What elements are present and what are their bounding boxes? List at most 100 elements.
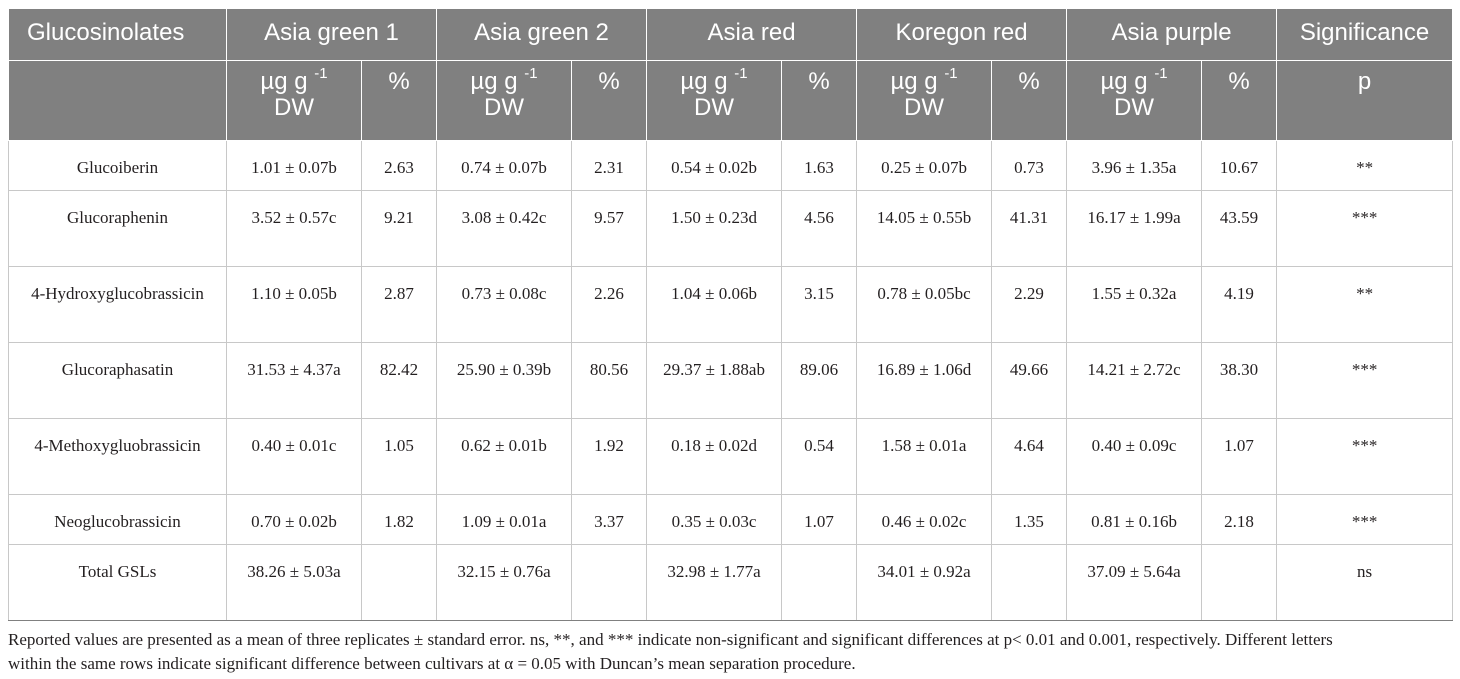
percent-cell: 4.56 bbox=[781, 190, 858, 267]
header-cultivar-1: Asia green 1 bbox=[225, 8, 438, 61]
value-cell: 38.26 ± 5.03a bbox=[226, 544, 362, 621]
percent-cell: 3.37 bbox=[571, 494, 648, 545]
significance-cell: *** bbox=[1276, 494, 1454, 545]
percent-cell: 2.18 bbox=[1201, 494, 1278, 545]
percent-cell: 41.31 bbox=[991, 190, 1068, 267]
header-percent: % bbox=[1201, 60, 1278, 141]
percent-cell: 9.21 bbox=[360, 190, 438, 267]
value-cell: 3.08 ± 0.42c bbox=[436, 190, 573, 267]
unit-tail: DW bbox=[1114, 94, 1155, 121]
table-container: Glucosinolates Asia green 1 Asia green 2… bbox=[8, 8, 1454, 673]
header-unit: µg g -1 DW bbox=[436, 60, 573, 141]
percent-cell: 4.64 bbox=[991, 418, 1068, 495]
header-unit: µg g -1 DW bbox=[646, 60, 783, 141]
unit-tail: DW bbox=[904, 94, 945, 121]
percent-cell bbox=[991, 544, 1068, 621]
value-cell: 0.40 ± 0.01c bbox=[226, 418, 362, 495]
header-percent: % bbox=[991, 60, 1068, 141]
value-cell: 0.35 ± 0.03c bbox=[646, 494, 783, 545]
value-cell: 32.98 ± 1.77a bbox=[646, 544, 783, 621]
header-glucosinolates: Glucosinolates bbox=[8, 8, 227, 61]
percent-cell: 0.54 bbox=[781, 418, 858, 495]
footnote-line-2: within the same rows indicate significan… bbox=[8, 654, 856, 673]
unit-exponent: -1 bbox=[944, 65, 958, 82]
value-cell: 3.52 ± 0.57c bbox=[226, 190, 362, 267]
value-cell: 32.15 ± 0.76a bbox=[436, 544, 573, 621]
header-cultivar-2: Asia green 2 bbox=[436, 8, 648, 61]
percent-cell: 80.56 bbox=[571, 342, 648, 419]
header-unit: µg g -1 DW bbox=[1066, 60, 1203, 141]
row-label: Neoglucobrassicin bbox=[8, 494, 227, 545]
significance-cell: *** bbox=[1276, 418, 1454, 495]
value-cell: 1.50 ± 0.23d bbox=[646, 190, 783, 267]
value-cell: 0.46 ± 0.02c bbox=[856, 494, 993, 545]
percent-cell bbox=[360, 544, 438, 621]
header-significance: Significance bbox=[1276, 8, 1454, 61]
value-cell: 0.73 ± 0.08c bbox=[436, 266, 573, 343]
value-cell: 1.01 ± 0.07b bbox=[226, 140, 362, 191]
row-label: 4-Hydroxyglucobrassicin bbox=[8, 266, 227, 343]
percent-cell: 1.07 bbox=[1201, 418, 1278, 495]
significance-cell: ** bbox=[1276, 140, 1454, 191]
percent-cell: 1.92 bbox=[571, 418, 648, 495]
value-cell: 0.81 ± 0.16b bbox=[1066, 494, 1203, 545]
value-cell: 31.53 ± 4.37a bbox=[226, 342, 362, 419]
percent-cell bbox=[1201, 544, 1278, 621]
value-cell: 0.18 ± 0.02d bbox=[646, 418, 783, 495]
percent-cell bbox=[781, 544, 858, 621]
percent-cell: 2.26 bbox=[571, 266, 648, 343]
value-cell: 14.05 ± 0.55b bbox=[856, 190, 993, 267]
unit-exponent: -1 bbox=[314, 65, 328, 82]
percent-cell bbox=[571, 544, 648, 621]
table-row: Glucoraphenin 3.52 ± 0.57c 9.21 3.08 ± 0.42… bbox=[8, 190, 1454, 267]
percent-cell: 1.35 bbox=[991, 494, 1068, 545]
unit-main: µg g bbox=[890, 68, 938, 95]
unit-tail: DW bbox=[484, 94, 524, 121]
unit-tail: DW bbox=[694, 94, 735, 121]
header-cultivar-3: Asia red bbox=[646, 8, 858, 61]
unit-main: µg g bbox=[260, 68, 308, 95]
value-cell: 0.25 ± 0.07b bbox=[856, 140, 993, 191]
value-cell: 34.01 ± 0.92a bbox=[856, 544, 993, 621]
percent-cell: 10.67 bbox=[1201, 140, 1278, 191]
header-unit: µg g -1 DW bbox=[856, 60, 993, 141]
significance-cell: ns bbox=[1276, 544, 1454, 621]
percent-cell: 1.07 bbox=[781, 494, 858, 545]
significance-cell: *** bbox=[1276, 342, 1454, 419]
header-percent: % bbox=[781, 60, 858, 141]
percent-cell: 2.31 bbox=[571, 140, 648, 191]
table-row: 4-Hydroxyglucobrassicin 1.10 ± 0.05b 2.87 0… bbox=[8, 266, 1454, 343]
unit-tail: DW bbox=[274, 94, 314, 121]
value-cell: 3.96 ± 1.35a bbox=[1066, 140, 1203, 191]
value-cell: 1.04 ± 0.06b bbox=[646, 266, 783, 343]
percent-cell: 4.19 bbox=[1201, 266, 1278, 343]
value-cell: 1.58 ± 0.01a bbox=[856, 418, 993, 495]
percent-cell: 2.63 bbox=[360, 140, 438, 191]
value-cell: 14.21 ± 2.72c bbox=[1066, 342, 1203, 419]
unit-exponent: -1 bbox=[1154, 65, 1168, 82]
footnote-line-1: Reported values are presented as a mean … bbox=[8, 630, 1333, 649]
percent-cell: 43.59 bbox=[1201, 190, 1278, 267]
table-row: Neoglucobrassicin 0.70 ± 0.02b 1.82 1.09 ± … bbox=[8, 494, 1454, 545]
value-cell: 0.74 ± 0.07b bbox=[436, 140, 573, 191]
value-cell: 16.17 ± 1.99a bbox=[1066, 190, 1203, 267]
percent-cell: 2.29 bbox=[991, 266, 1068, 343]
percent-cell: 38.30 bbox=[1201, 342, 1278, 419]
percent-cell: 1.63 bbox=[781, 140, 858, 191]
value-cell: 25.90 ± 0.39b bbox=[436, 342, 573, 419]
unit-exponent: -1 bbox=[734, 65, 748, 82]
value-cell: 29.37 ± 1.88ab bbox=[646, 342, 783, 419]
header-percent: % bbox=[360, 60, 438, 141]
header-percent: % bbox=[571, 60, 648, 141]
percent-cell: 82.42 bbox=[360, 342, 438, 419]
value-cell: 0.54 ± 0.02b bbox=[646, 140, 783, 191]
value-cell: 1.55 ± 0.32a bbox=[1066, 266, 1203, 343]
header-blank bbox=[8, 60, 227, 141]
table-row: 4-Methoxygluobrassicin 0.40 ± 0.01c 1.05 0.… bbox=[8, 418, 1454, 495]
value-cell: 1.09 ± 0.01a bbox=[436, 494, 573, 545]
header-row-2: µg g -1 DW % µg g -1 DW % µg g -1 DW % µg g… bbox=[8, 60, 1454, 141]
row-label: 4-Methoxygluobrassicin bbox=[8, 418, 227, 495]
unit-main: µg g bbox=[470, 68, 518, 95]
header-cultivar-4: Koregon red bbox=[856, 8, 1068, 61]
header-row-1: Glucosinolates Asia green 1 Asia green 2… bbox=[8, 8, 1454, 61]
